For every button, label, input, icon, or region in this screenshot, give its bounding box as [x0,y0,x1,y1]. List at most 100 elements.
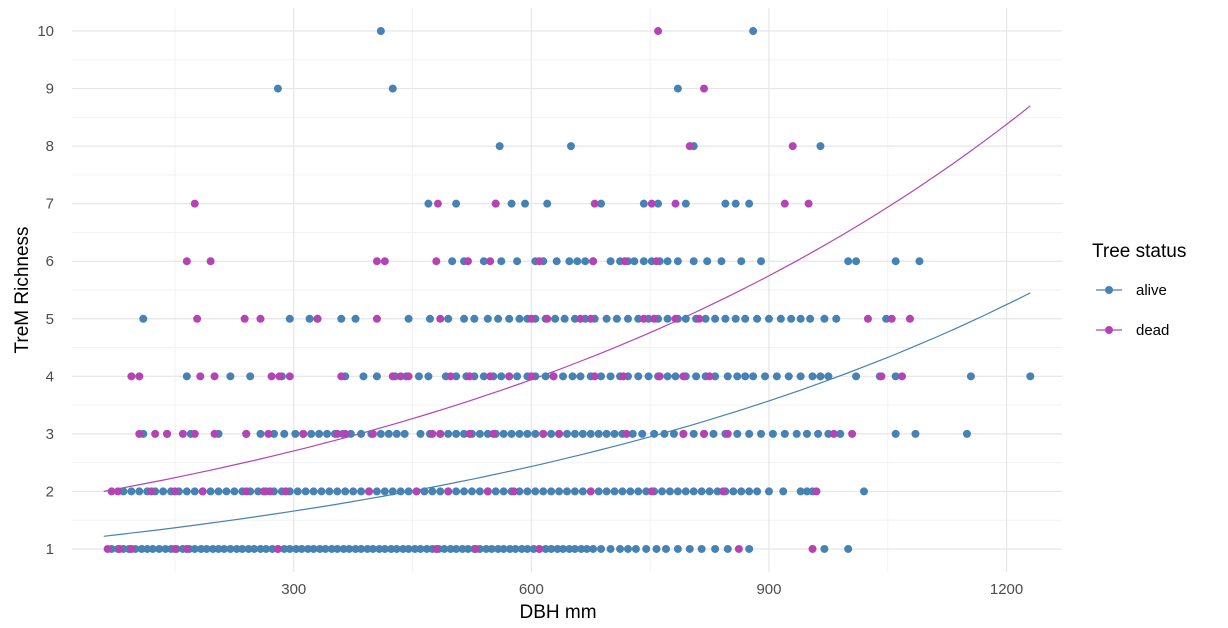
data-point-alive [711,314,720,323]
data-point-dead [446,372,455,381]
data-point-dead [388,372,397,381]
data-point-alive [444,429,453,438]
data-point-alive [796,372,805,381]
data-point-alive [515,487,524,496]
data-point-alive [206,487,215,496]
data-point-dead [590,199,599,208]
data-point-alive [543,199,552,208]
data-point-dead [655,372,664,381]
data-point-alive [671,372,680,381]
data-point-alive [553,544,562,553]
data-point-alive [820,544,829,553]
data-point-alive [547,429,556,438]
data-point-alive [127,487,136,496]
data-point-alive [757,257,766,266]
data-point-alive [315,544,324,553]
data-point-alive [630,257,639,266]
data-point-alive [301,487,310,496]
data-point-dead [151,429,160,438]
data-point-alive [731,199,740,208]
data-point-alive [155,544,164,553]
legend-label-dead: dead [1136,322,1169,339]
data-point-dead [256,314,265,323]
data-point-alive [631,544,640,553]
data-point-alive [202,544,211,553]
data-point-alive [852,257,861,266]
data-point-alive [606,544,615,553]
data-point-alive [570,487,579,496]
data-point-alive [214,487,223,496]
data-point-alive [764,487,773,496]
data-point-alive [182,487,191,496]
data-point-dead [190,199,199,208]
data-point-alive [602,429,611,438]
data-point-alive [578,487,587,496]
data-point-alive [304,544,313,553]
data-point-alive [816,142,825,151]
data-point-alive [414,372,423,381]
data-point-dead [281,487,290,496]
data-point-alive [197,544,206,553]
data-point-alive [606,257,615,266]
data-point-alive [139,314,148,323]
y-tick-label: 5 [46,311,54,328]
data-point-dead [549,372,558,381]
data-points [103,27,1035,553]
data-point-dead [622,429,631,438]
data-point-alive [505,314,514,323]
data-point-dead [266,487,274,496]
data-point-alive [796,487,805,496]
data-point-alive [238,544,247,553]
data-point-alive [860,487,868,496]
data-point-alive [802,429,811,438]
data-point-dead [372,257,381,266]
data-point-alive [452,544,461,553]
data-point-dead [734,544,743,553]
y-axis-title: TreM Richness [12,226,33,353]
data-point-dead [887,314,896,323]
data-point-dead [198,487,207,496]
data-point-alive [424,199,433,208]
data-point-alive [392,429,401,438]
data-point-alive [254,487,263,496]
data-point-dead [436,314,445,323]
data-point-alive [634,314,643,323]
data-point-alive [404,487,413,496]
data-point-dead [685,142,694,151]
data-point-dead [647,487,656,496]
data-point-alive [915,257,924,266]
data-point-alive [741,314,750,323]
data-point-alive [689,257,698,266]
data-point-alive [388,84,397,93]
data-point-alive [650,429,659,438]
data-point-alive [891,429,900,438]
data-point-alive [208,544,217,553]
data-point-alive [820,314,829,323]
data-point-alive [559,544,568,553]
data-point-dead [788,142,797,151]
data-point-alive [143,544,152,553]
data-point-alive [452,429,461,438]
data-point-alive [844,257,853,266]
data-point-alive [380,487,389,496]
data-point-alive [280,544,289,553]
data-point-alive [796,314,805,323]
data-point-alive [612,314,621,323]
data-point-dead [210,429,219,438]
data-point-dead [486,257,495,266]
data-point-alive [749,372,758,381]
x-tick-label: 1200 [990,581,1023,598]
data-point-alive [483,314,492,323]
data-point-dead [619,372,628,381]
data-point-dead [695,314,704,323]
data-point-dead [444,487,453,496]
data-point-alive [806,314,815,323]
legend-key-point-alive [1105,286,1113,294]
data-point-alive [741,372,750,381]
data-point-dead [182,257,191,266]
data-point-alive [711,372,720,381]
data-point-alive [327,544,336,553]
data-point-alive [372,487,381,496]
data-point-alive [521,199,530,208]
data-point-dead [576,314,585,323]
